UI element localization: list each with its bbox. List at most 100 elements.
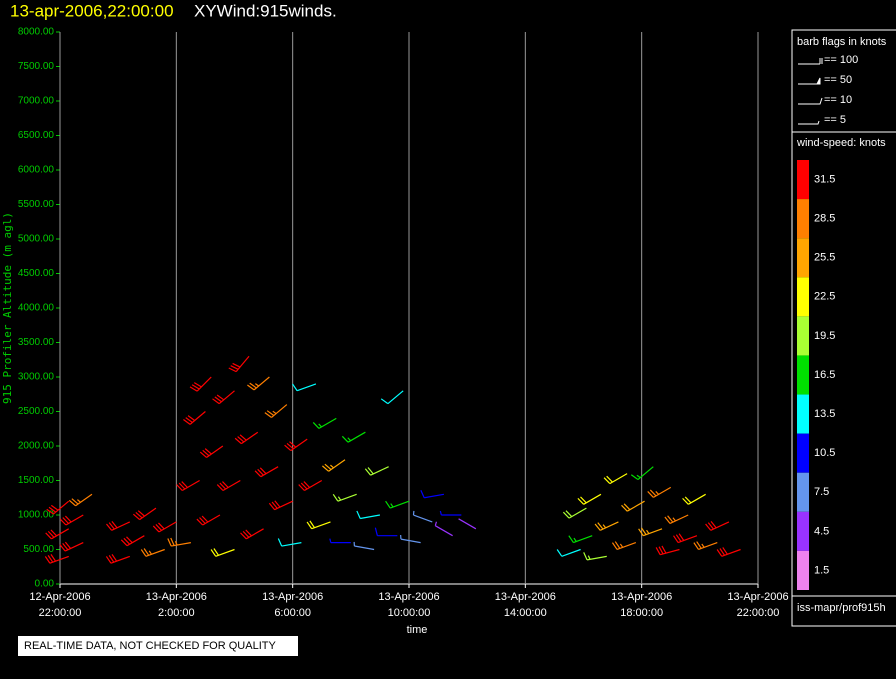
colorbar-label: 16.5 [814, 369, 835, 381]
wind-barb [240, 528, 264, 540]
wind-barb [682, 493, 706, 505]
wind-barb [59, 541, 84, 552]
colorbar-label: 22.5 [814, 291, 835, 303]
chart-title: 13-apr-2006,22:00:00 [10, 1, 174, 20]
colorbar-label: 7.5 [814, 486, 829, 498]
colorbar-band [797, 355, 809, 395]
source-label: iss-mapr/prof915h [797, 602, 886, 614]
colorbar-band [797, 277, 809, 317]
colorbar-label: 13.5 [814, 408, 835, 420]
y-tick-label: 3000.00 [18, 372, 55, 383]
wind-barb [664, 514, 689, 524]
wind-barb [374, 527, 398, 537]
x-axis-label: time [407, 624, 428, 636]
y-tick-label: 0.00 [35, 579, 55, 590]
x-tick-label: 14:00:00 [504, 607, 547, 619]
x-tick-label: 13-Apr-2006 [146, 591, 207, 603]
wind-barb [577, 493, 602, 505]
colorbar-band [797, 199, 809, 239]
colorbar-band [797, 394, 809, 434]
wind-barb [322, 459, 346, 472]
wind-barb [655, 545, 680, 556]
y-tick-label: 4000.00 [18, 303, 55, 314]
wind-barb [693, 541, 718, 551]
wind-barb [434, 521, 453, 537]
wind-barb [630, 466, 654, 481]
y-tick-label: 6500.00 [18, 130, 55, 141]
wind-barb [647, 486, 672, 498]
y-tick-label: 8000.00 [18, 27, 55, 38]
colorbar-band [797, 511, 809, 551]
colorbar-label: 19.5 [814, 330, 835, 342]
flag-icon [798, 58, 823, 65]
wind-barb [562, 507, 587, 519]
colorbar-band [797, 238, 809, 278]
wind-barb [458, 518, 477, 530]
flag-label: == 100 [824, 54, 858, 66]
wind-barb [292, 383, 317, 392]
wind-barb [46, 500, 70, 515]
x-tick-label: 22:00:00 [39, 607, 82, 619]
flag-label: == 5 [824, 114, 846, 126]
colorbar-band [797, 316, 809, 356]
wind-barb [277, 538, 302, 547]
y-tick-label: 6000.00 [18, 165, 55, 176]
wind-barb [199, 445, 224, 458]
wind-barb [132, 507, 157, 521]
colorbar-band [797, 472, 809, 512]
x-tick-label: 2:00:00 [158, 607, 195, 619]
wind-barb [716, 547, 741, 557]
wind-barb [210, 548, 235, 557]
wind-barb [356, 510, 381, 520]
wind-barb [59, 514, 84, 526]
y-tick-label: 7000.00 [18, 96, 55, 107]
flag-icon [798, 97, 823, 105]
wind-barb [105, 554, 131, 564]
wind-barb [705, 521, 730, 531]
wind-barb [603, 473, 628, 485]
y-tick-label: 2500.00 [18, 406, 55, 417]
wind-barb [439, 510, 462, 516]
wind-barb [673, 533, 698, 544]
wind-barb [353, 541, 375, 551]
y-tick-label: 4500.00 [18, 268, 55, 279]
wind-barb [568, 535, 593, 544]
wind-barb [140, 548, 165, 557]
flag-icon [798, 77, 821, 85]
colorbar-label: 1.5 [814, 564, 829, 576]
colorbar-label: 28.5 [814, 213, 835, 225]
wind-barb [312, 417, 337, 429]
wind-barb [420, 489, 445, 499]
x-tick-label: 13-Apr-2006 [495, 591, 556, 603]
wind-barb [228, 355, 250, 373]
y-tick-label: 1500.00 [18, 475, 55, 486]
colorbar-label: 10.5 [814, 447, 835, 459]
wind-barb [621, 500, 645, 512]
wind-barb [583, 552, 607, 561]
wind-barb [364, 466, 389, 476]
wind-barb [594, 521, 619, 531]
flag-icon [798, 120, 820, 125]
colorbar-label: 4.5 [814, 525, 829, 537]
legend-box [791, 29, 896, 627]
wind-barb [183, 411, 206, 425]
wind-barb [380, 390, 404, 405]
wind-barb [611, 541, 637, 551]
wind-barb [412, 510, 433, 523]
wind-barb [196, 514, 221, 526]
wind-barb [189, 376, 212, 392]
x-tick-label: 13-Apr-2006 [611, 591, 672, 603]
x-tick-label: 10:00:00 [388, 607, 431, 619]
colorbar-band [797, 550, 809, 590]
y-tick-label: 2000.00 [18, 441, 55, 452]
wind-barb [152, 521, 177, 533]
wind-barb [44, 554, 69, 564]
x-tick-label: 22:00:00 [737, 607, 780, 619]
y-tick-label: 3500.00 [18, 337, 55, 348]
y-tick-label: 5000.00 [18, 234, 55, 245]
wind-barb [45, 528, 70, 540]
wind-barb [216, 479, 241, 492]
wind-barb [167, 537, 191, 547]
colorbar-title: wind-speed: knots [796, 137, 886, 149]
